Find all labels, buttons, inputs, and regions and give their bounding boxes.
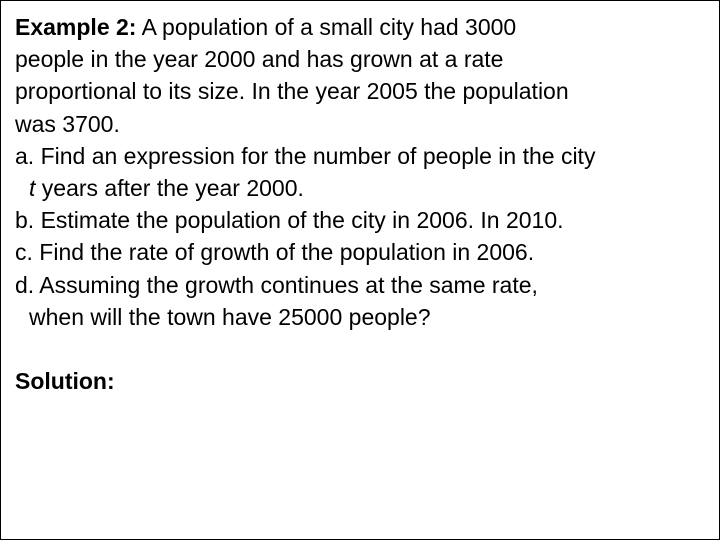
solution-heading: Solution: <box>15 365 705 397</box>
item-a-line-2: t years after the year 2000. <box>15 172 705 204</box>
item-d-line-2: when will the town have 25000 people? <box>15 301 705 333</box>
item-a-line-1: a. Find an expression for the number of … <box>15 140 705 172</box>
intro-text-4: was 3700. <box>15 108 705 140</box>
example-intro-line-1: Example 2: A population of a small city … <box>15 11 705 43</box>
item-c: c. Find the rate of growth of the popula… <box>15 236 705 268</box>
item-b: b. Estimate the population of the city i… <box>15 204 705 236</box>
item-d-line-1: d. Assuming the growth continues at the … <box>15 269 705 301</box>
intro-text-3: proportional to its size. In the year 20… <box>15 75 705 107</box>
item-a-rest: years after the year 2000. <box>35 175 304 201</box>
intro-text-2: people in the year 2000 and has grown at… <box>15 43 705 75</box>
example-heading: Example 2: <box>15 14 136 40</box>
intro-text-1: A population of a small city had 3000 <box>136 14 516 40</box>
